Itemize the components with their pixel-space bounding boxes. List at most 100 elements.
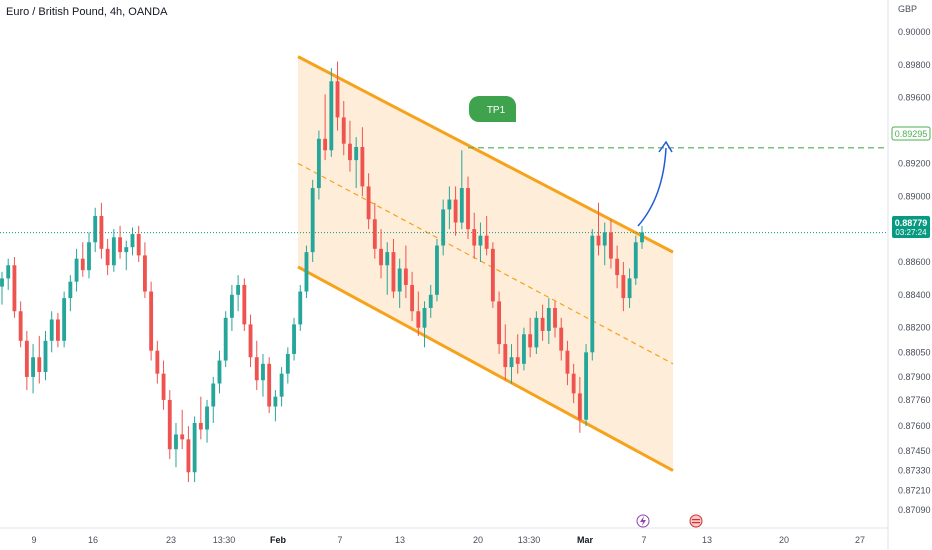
- currency-label: GBP: [898, 4, 917, 14]
- candle-body: [360, 146, 365, 187]
- candle-body: [391, 252, 396, 292]
- candle-body: [584, 352, 589, 420]
- candle-body: [267, 363, 272, 407]
- time-tick-label: Mar: [577, 535, 594, 545]
- candle-body: [484, 235, 489, 249]
- candle-body: [279, 373, 284, 397]
- candle-body: [223, 317, 228, 361]
- candle-body: [323, 138, 328, 151]
- candle-body: [105, 248, 110, 266]
- price-tick-label: 0.87330: [898, 466, 931, 476]
- price-tick-label: 0.89600: [898, 93, 931, 103]
- candle-body: [55, 319, 60, 341]
- lightning-event-icon[interactable]: [636, 514, 650, 528]
- candle-body: [31, 357, 35, 377]
- candle-body: [478, 235, 483, 246]
- candle-body: [428, 294, 433, 308]
- time-tick-label: 23: [166, 535, 176, 545]
- candle-body: [329, 81, 334, 151]
- candle-body: [509, 357, 514, 368]
- countdown-text: 03:27:24: [895, 228, 927, 237]
- price-tick-label: 0.88050: [898, 347, 931, 357]
- candle-body: [422, 307, 427, 328]
- candle-body: [372, 219, 377, 249]
- candle-body: [472, 229, 477, 246]
- candle-body: [242, 284, 247, 325]
- candle-body: [161, 373, 166, 400]
- candle-body: [316, 138, 321, 189]
- candle-body: [546, 307, 551, 331]
- candle-body: [366, 186, 371, 220]
- candle-body: [335, 81, 340, 118]
- candle-body: [298, 291, 303, 325]
- candle-body: [248, 324, 253, 358]
- candle-body: [130, 234, 135, 248]
- target-price-text: 0.89295: [895, 129, 928, 139]
- channel-middle-line[interactable]: [297, 162, 674, 365]
- chart-title: Euro / British Pound, 4h, OANDA: [6, 6, 168, 18]
- candle-body: [528, 334, 533, 348]
- time-tick-label: 13: [702, 535, 712, 545]
- candle-body: [522, 334, 526, 364]
- price-tick-label: 0.87600: [898, 421, 931, 431]
- time-axis-ticks: 9 16 23 13:30 Feb 7 13 20 13:30 Mar 7 13 20 27: [31, 535, 865, 545]
- candle-body: [633, 242, 638, 279]
- time-tick-label: 7: [337, 535, 342, 545]
- candle-body: [229, 294, 234, 318]
- candle-body: [379, 248, 383, 266]
- price-tick-label: 0.87900: [898, 372, 931, 382]
- projection-arrow[interactable]: [637, 140, 673, 227]
- price-tick-label: 0.87760: [898, 395, 931, 405]
- candle-body: [466, 188, 470, 230]
- candle-body: [87, 242, 91, 271]
- candle-body: [186, 439, 191, 473]
- candle-body: [490, 248, 495, 302]
- candles: [0, 61, 644, 483]
- candle-body: [515, 357, 520, 364]
- candle-body: [198, 422, 203, 430]
- candle-body: [441, 209, 446, 246]
- channel-fill: [298, 56, 673, 471]
- candle-body: [6, 265, 11, 279]
- price-axis-ticks: 0.900000.898000.896000.894000.892000.890…: [898, 27, 931, 515]
- candle-body: [577, 393, 582, 420]
- candle-body: [602, 232, 607, 246]
- candle-body: [211, 383, 216, 407]
- candle-body: [43, 340, 48, 373]
- candle-body: [149, 291, 154, 351]
- channel-lower-line[interactable]: [297, 265, 674, 472]
- time-tick-label: 16: [88, 535, 98, 545]
- candle-body: [596, 235, 601, 246]
- tp1-label[interactable]: TP1: [469, 96, 516, 122]
- candle-body: [292, 324, 296, 354]
- price-tick-label: 0.87450: [898, 446, 931, 456]
- time-tick-label: 13:30: [518, 535, 541, 545]
- candle-body: [136, 234, 141, 256]
- time-tick-label: 20: [779, 535, 789, 545]
- time-tick-label: 9: [31, 535, 36, 545]
- candle-body: [49, 319, 54, 341]
- candle-body: [80, 258, 85, 271]
- candle-body: [534, 317, 539, 348]
- candle-body: [285, 353, 290, 374]
- last-price-text: 0.88779: [895, 218, 928, 228]
- candle-body: [118, 237, 122, 253]
- candle-body: [435, 245, 439, 295]
- candle-body: [609, 232, 613, 259]
- candle-body: [503, 344, 508, 368]
- time-tick-label: 13:30: [213, 535, 236, 545]
- time-tick-label: 20: [473, 535, 483, 545]
- candle-body: [621, 275, 626, 299]
- candle-body: [553, 307, 557, 328]
- time-tick-label: 13: [395, 535, 405, 545]
- candle-body: [348, 143, 352, 161]
- candle-body: [142, 255, 147, 292]
- candle-body: [93, 215, 98, 243]
- candle-body: [497, 301, 502, 345]
- price-tick-label: 0.90000: [898, 27, 931, 37]
- candle-body: [68, 281, 73, 299]
- price-tick-label: 0.89200: [898, 158, 931, 168]
- flag-event-icon[interactable]: [689, 514, 703, 528]
- candle-body: [124, 247, 129, 253]
